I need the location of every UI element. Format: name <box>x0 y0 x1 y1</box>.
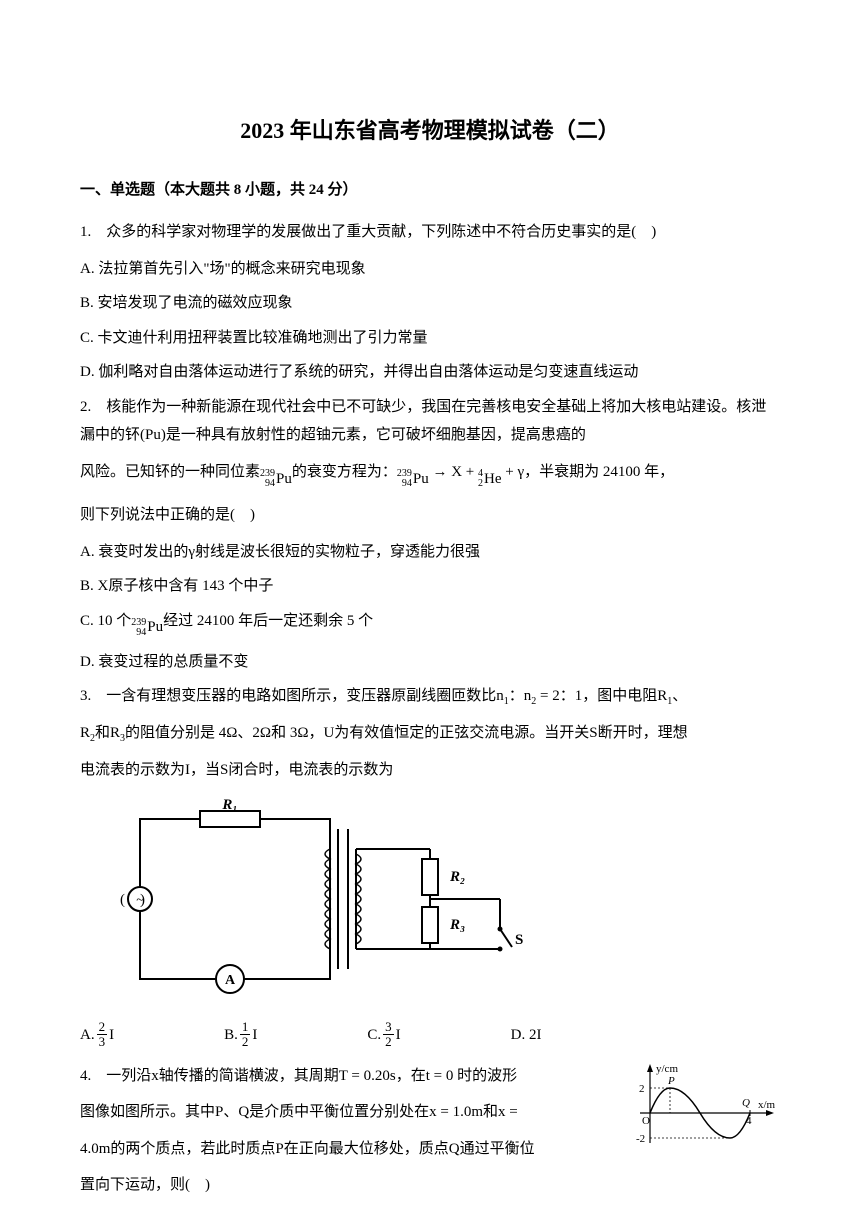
svg-text:4: 4 <box>746 1115 752 1127</box>
page-title: 2023 年山东省高考物理模拟试卷（二） <box>80 110 780 152</box>
r3-label: R₃ <box>449 917 465 933</box>
q3-option-b: B. 12I <box>224 1020 257 1050</box>
q2-option-b: B. X原子核中含有 143 个中子 <box>80 572 780 601</box>
q1-option-c: C. 卡文迪什利用扭秤装置比较准确地测出了引力常量 <box>80 324 780 353</box>
q3-stem-b: R2和R3的阻值分别是 4Ω、2Ω和 3Ω，U为有效值恒定的正弦交流电源。当开关… <box>80 719 780 748</box>
r2-label: R₂ <box>449 869 465 885</box>
q3-option-a: A. 23I <box>80 1020 114 1050</box>
q4-stem-d: 置向下运动，则( ) <box>80 1171 780 1200</box>
svg-text:P: P <box>667 1075 675 1087</box>
svg-text:A: A <box>225 973 236 988</box>
svg-text:y/cm: y/cm <box>656 1063 678 1075</box>
wave-diagram: y/cm x/m 2 -2 O P Q 4 <box>630 1062 780 1169</box>
q1-option-b: B. 安培发现了电流的磁效应现象 <box>80 289 780 318</box>
svg-text:2: 2 <box>639 1083 645 1095</box>
q2-option-d: D. 衰变过程的总质量不变 <box>80 648 780 677</box>
q1-stem: 1. 众多的科学家对物理学的发展做出了重大贡献，下列陈述中不符合历史事实的是( … <box>80 218 780 247</box>
q2-stem2b: 的衰变方程为： <box>292 464 397 480</box>
circuit-svg: R₁ ~ A R₂ R₃ S ( ) <box>120 799 540 999</box>
r1-label: R₁ <box>221 799 237 813</box>
nuclide-pu-2: 23994Pu <box>397 465 429 494</box>
q3-stem: 3. 一含有理想变压器的电路如图所示，变压器原副线圈匝数比n1：n2 = 2：1… <box>80 682 780 711</box>
svg-text:x/m: x/m <box>758 1099 776 1111</box>
q2-stem-1: 2. 核能作为一种新能源在现代社会中已不可缺少，我国在完善核电安全基础上将加大核… <box>80 393 780 450</box>
q1-option-d: D. 伽利略对自由落体运动进行了系统的研究，并得出自由落体运动是匀变速直线运动 <box>80 358 780 387</box>
svg-text:Q: Q <box>742 1097 750 1109</box>
q2-option-c: C. 10 个23994Pu经过 24100 年后一定还剩余 5 个 <box>80 607 780 642</box>
q3-paren: ( ) <box>120 892 145 908</box>
q1-option-a: A. 法拉第首先引入"场"的概念来研究电现象 <box>80 255 780 284</box>
q3-options: A. 23I B. 12I C. 32I D. 2I <box>80 1020 780 1050</box>
q3-option-d: D. 2I <box>511 1020 542 1050</box>
svg-text:-2: -2 <box>636 1133 645 1145</box>
q3-stem-c: 电流表的示数为I，当S闭合时，电流表的示数为 <box>80 756 780 785</box>
svg-text:O: O <box>642 1115 650 1127</box>
q2-stem-2: 风险。已知钚的一种同位素23994Pu的衰变方程为：23994Pu → X + … <box>80 458 780 493</box>
q2-stem-3: 则下列说法中正确的是( ) <box>80 501 780 530</box>
wave-svg: y/cm x/m 2 -2 O P Q 4 <box>630 1062 780 1158</box>
circuit-diagram: R₁ ~ A R₂ R₃ S ( ) <box>120 799 780 1010</box>
nuclide-he: 42He <box>478 465 502 494</box>
q2-option-a: A. 衰变时发出的γ射线是波长很短的实物粒子，穿透能力很强 <box>80 538 780 567</box>
nuclide-pu-c: 23994Pu <box>131 613 163 642</box>
q2-stem2a: 风险。已知钚的一种同位素 <box>80 464 260 480</box>
nuclide-pu-1: 23994Pu <box>260 465 292 494</box>
section-header: 一、单选题（本大题共 8 小题，共 24 分） <box>80 176 780 205</box>
switch-label: S <box>515 932 523 948</box>
q3-option-c: C. 32I <box>367 1020 400 1050</box>
